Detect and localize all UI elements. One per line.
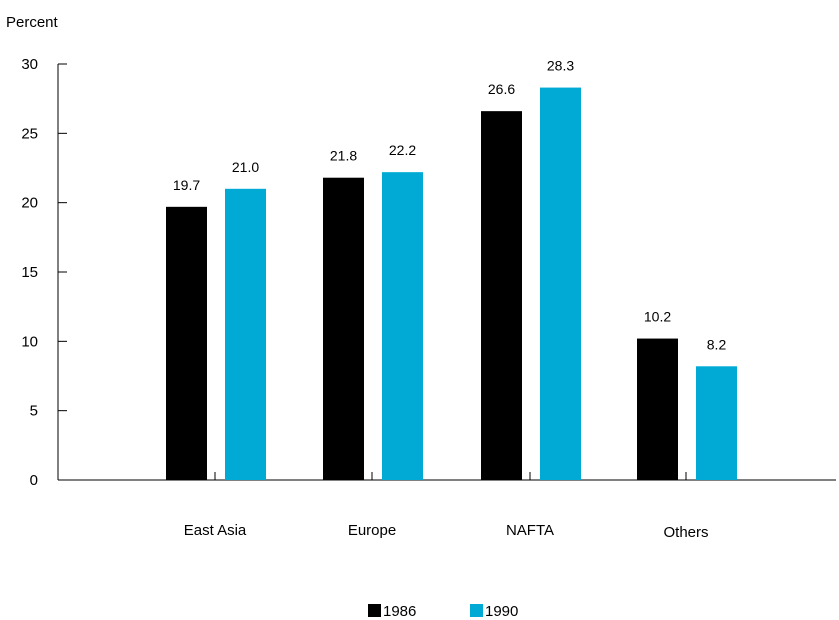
bar-1986-europe [323, 177, 364, 480]
bar-1990-east-asia [225, 188, 266, 481]
legend-label-1990: 1990 [485, 603, 518, 620]
y-tick-label: 25 [21, 125, 38, 142]
value-labels: 19.7 21.0 21.8 22.2 26.6 28.3 10.2 8.2 [173, 58, 727, 353]
category-labels: East Asia Europe NAFTA Others [184, 522, 709, 541]
legend-label-1986: 1986 [383, 603, 416, 620]
bar-1986-east-asia [166, 206, 207, 480]
legend-swatch-1986 [368, 604, 381, 617]
x-tick-label: East Asia [184, 522, 247, 539]
x-tick-label: NAFTA [506, 522, 554, 539]
x-tick-label: Europe [348, 522, 396, 539]
y-tick-label: 20 [21, 195, 38, 212]
bar-value-label: 10.2 [644, 309, 671, 325]
bar-value-label: 28.3 [547, 58, 574, 74]
y-axis: 0 5 10 15 20 25 30 [21, 56, 67, 489]
bar-value-label: 21.0 [232, 159, 259, 175]
bar-1986-nafta [481, 111, 522, 480]
y-tick-label: 5 [30, 403, 38, 420]
bar-value-label: 8.2 [707, 336, 727, 352]
bar-value-label: 19.7 [173, 177, 200, 193]
bars [166, 87, 737, 481]
bar-value-label: 26.6 [488, 81, 515, 97]
legend-swatch-1990 [470, 604, 483, 617]
y-tick-label: 0 [30, 472, 38, 489]
y-tick-label: 15 [21, 264, 38, 281]
legend: 1986 1990 [368, 603, 518, 620]
bar-value-label: 22.2 [389, 142, 416, 158]
x-tick-label: Others [663, 524, 708, 541]
y-tick-label: 30 [21, 56, 38, 73]
bar-1990-others [696, 366, 737, 480]
bar-value-label: 21.8 [330, 148, 357, 164]
y-axis-label: Percent [6, 14, 59, 31]
bar-1986-others [637, 338, 678, 480]
y-tick-label: 10 [21, 333, 38, 350]
bar-1990-nafta [540, 87, 581, 480]
bar-1990-europe [382, 172, 423, 480]
